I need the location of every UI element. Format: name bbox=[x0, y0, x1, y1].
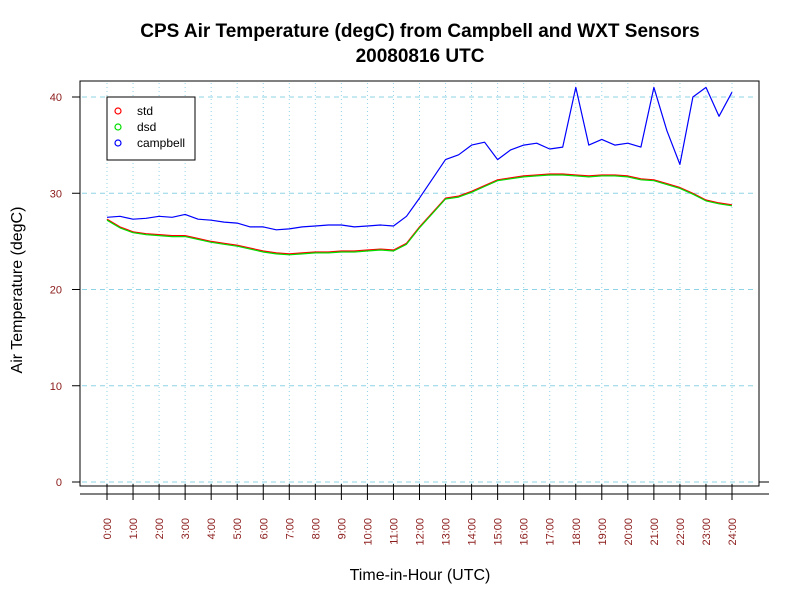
legend: std dsd campbell bbox=[106, 96, 196, 161]
x-tick-label: 24:00 bbox=[727, 518, 739, 546]
chart-subtitle: 20080816 UTC bbox=[356, 46, 485, 67]
series-lines bbox=[106, 86, 733, 256]
axes: 0:00 1:00 2:00 3:00 4:00 5:00 6:00 7:00 8:00 9:00… bbox=[50, 92, 769, 546]
y-tick-label: 20 bbox=[50, 285, 62, 297]
x-tick-label: 23:00 bbox=[701, 518, 713, 546]
x-tick-label: 4:00 bbox=[206, 518, 218, 539]
x-tick-label: 17:00 bbox=[545, 518, 557, 546]
x-tick-label: 16:00 bbox=[519, 518, 531, 546]
series-line-std bbox=[106, 173, 733, 255]
x-tick-label: 20:00 bbox=[623, 518, 635, 546]
legend-marker-dsd bbox=[114, 123, 122, 131]
x-tick-label: 15:00 bbox=[493, 518, 505, 546]
legend-marker-campbell bbox=[114, 139, 122, 147]
legend-box bbox=[106, 96, 196, 161]
x-tick-label: 10:00 bbox=[362, 518, 374, 546]
x-tick-label: 8:00 bbox=[310, 518, 322, 539]
x-tick-label: 12:00 bbox=[415, 518, 427, 546]
x-tick-label: 5:00 bbox=[232, 518, 244, 539]
x-axis-label: Time-in-Hour (UTC) bbox=[350, 567, 491, 584]
series-line-dsd bbox=[106, 174, 733, 256]
legend-label-std: std bbox=[137, 104, 153, 118]
x-tick-label: 22:00 bbox=[675, 518, 687, 546]
x-tick-label: 18:00 bbox=[571, 518, 583, 546]
y-tick-label: 30 bbox=[50, 188, 62, 200]
x-tick-label: 11:00 bbox=[388, 518, 400, 545]
x-tick-label: 3:00 bbox=[180, 518, 192, 539]
legend-label-dsd: dsd bbox=[137, 120, 156, 134]
y-tick-label: 40 bbox=[50, 92, 62, 104]
y-axis-label: Air Temperature (degC) bbox=[9, 207, 26, 374]
x-tick-label: 1:00 bbox=[128, 518, 140, 539]
x-tick-label: 19:00 bbox=[597, 518, 609, 546]
legend-marker-std bbox=[114, 107, 122, 115]
chart-title: CPS Air Temperature (degC) from Campbell… bbox=[140, 21, 700, 42]
x-tick-label: 0:00 bbox=[102, 518, 114, 539]
x-tick-label: 21:00 bbox=[649, 518, 661, 546]
x-tick-label: 2:00 bbox=[154, 518, 166, 539]
series-line-campbell bbox=[106, 86, 733, 231]
y-tick-label: 10 bbox=[50, 381, 62, 393]
x-tick-label: 7:00 bbox=[284, 518, 296, 539]
x-tick-label: 6:00 bbox=[258, 518, 270, 539]
x-tick-label: 9:00 bbox=[336, 518, 348, 539]
x-tick-label: 14:00 bbox=[467, 518, 479, 546]
y-tick-label: 0 bbox=[56, 477, 62, 489]
x-tick-label: 13:00 bbox=[441, 518, 453, 546]
legend-label-campbell: campbell bbox=[137, 136, 185, 150]
